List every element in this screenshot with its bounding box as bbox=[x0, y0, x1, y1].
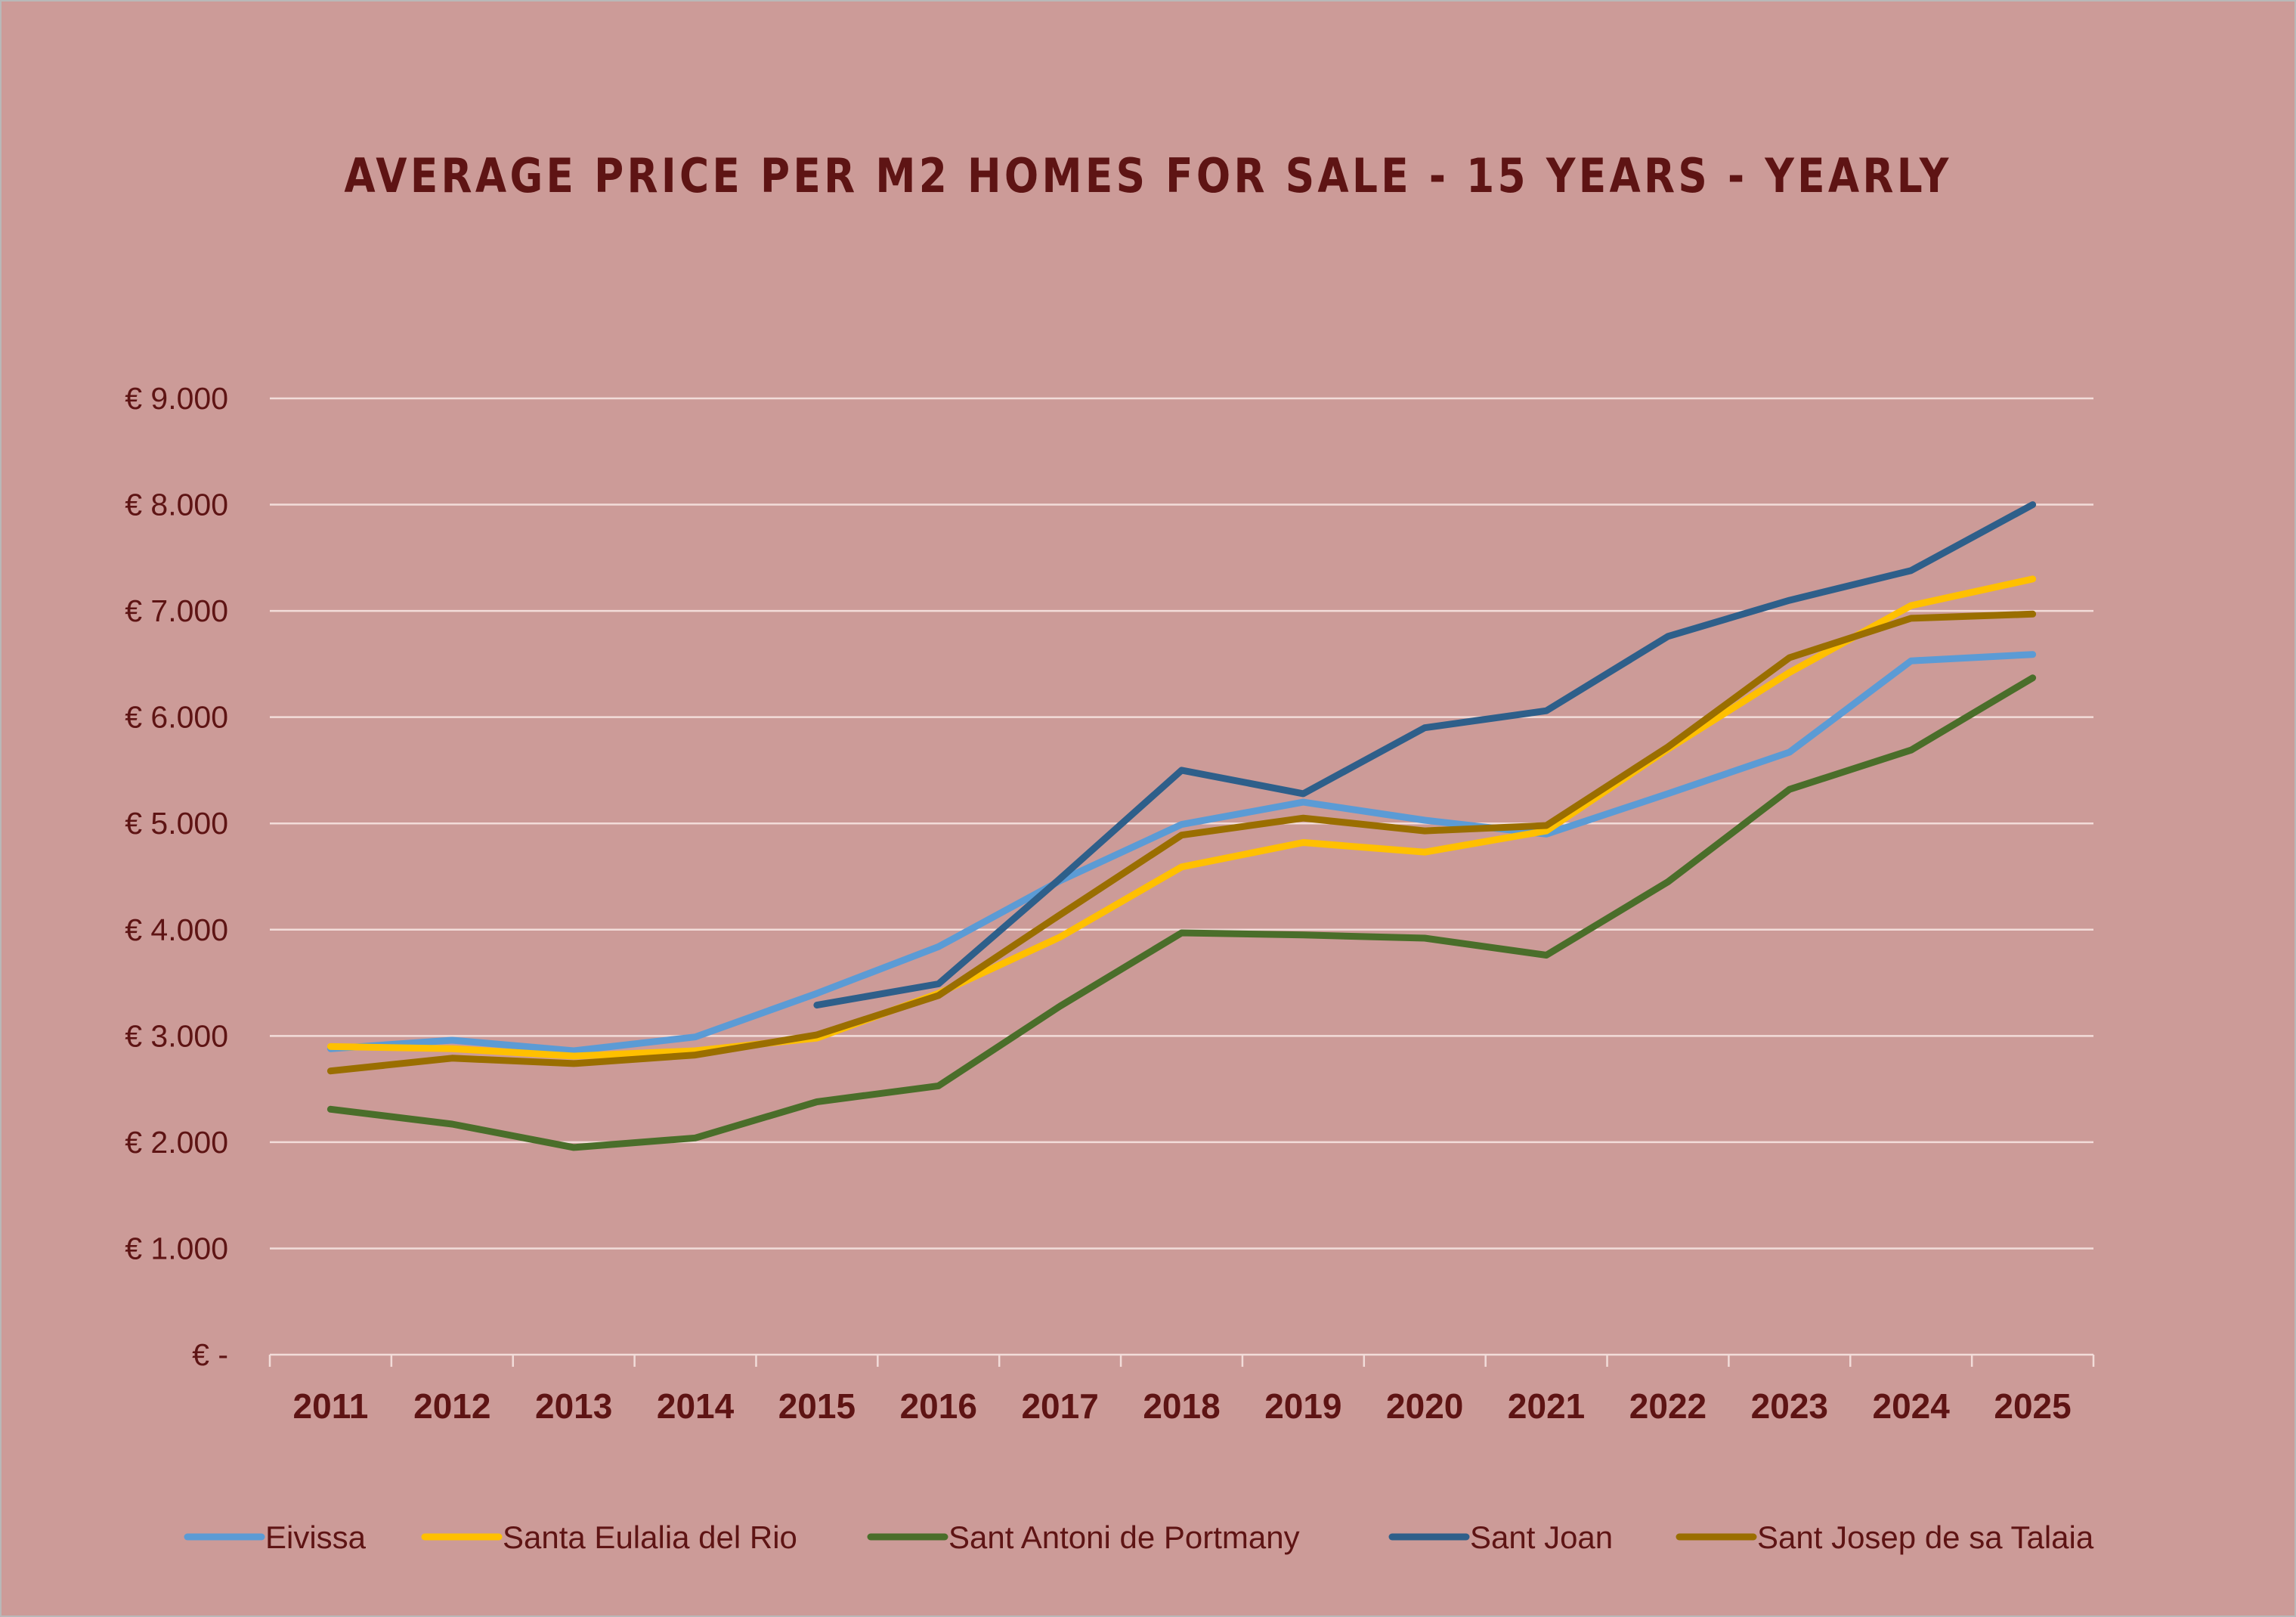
series-line-5 bbox=[326, 610, 2037, 1075]
x-tick-label: 2021 bbox=[1508, 1386, 1585, 1426]
x-tick-label: 2014 bbox=[657, 1386, 735, 1426]
y-tick-label: € - bbox=[192, 1337, 228, 1372]
y-tick-label: € 4.000 bbox=[125, 912, 228, 947]
legend-label: Sant Antoni de Portmany bbox=[948, 1519, 1300, 1555]
x-tick-label: 2011 bbox=[293, 1386, 369, 1426]
x-tick-label: 2018 bbox=[1143, 1386, 1220, 1426]
series-line-3 bbox=[326, 674, 2037, 1151]
y-tick-label: € 1.000 bbox=[125, 1231, 228, 1265]
x-tick-label: 2025 bbox=[1994, 1386, 2071, 1426]
x-tick-label: 2013 bbox=[535, 1386, 612, 1426]
x-tick-label: 2019 bbox=[1264, 1386, 1341, 1426]
series-line-2 bbox=[326, 575, 2037, 1060]
legend-label: Sant Josep de sa Talaia bbox=[1757, 1519, 2094, 1555]
x-tick-label: 2016 bbox=[900, 1386, 977, 1426]
y-tick-label: € 2.000 bbox=[125, 1125, 228, 1160]
y-tick-label: € 8.000 bbox=[125, 488, 228, 522]
y-tick-label: € 5.000 bbox=[125, 806, 228, 841]
x-tick-label: 2024 bbox=[1873, 1386, 1951, 1426]
x-tick-label: 2020 bbox=[1386, 1386, 1463, 1426]
y-tick-label: € 6.000 bbox=[125, 700, 228, 735]
y-tick-label: € 7.000 bbox=[125, 593, 228, 628]
y-tick-label: € 9.000 bbox=[125, 381, 228, 416]
series-line-1 bbox=[326, 651, 2037, 1055]
chart-title: AVERAGE PRICE PER M2 HOMES FOR SALE - 15… bbox=[344, 148, 1952, 203]
legend-label: Eivissa bbox=[265, 1519, 367, 1555]
series-line-4 bbox=[813, 501, 2037, 1009]
x-tick-label: 2022 bbox=[1629, 1386, 1707, 1426]
x-tick-label: 2017 bbox=[1021, 1386, 1098, 1426]
x-tick-label: 2015 bbox=[778, 1386, 856, 1426]
y-tick-label: € 3.000 bbox=[125, 1018, 228, 1053]
legend-label: Sant Joan bbox=[1470, 1519, 1613, 1555]
x-tick-label: 2023 bbox=[1751, 1386, 1828, 1426]
x-tick-label: 2012 bbox=[413, 1386, 490, 1426]
legend-label: Santa Eulalia del Rio bbox=[503, 1519, 797, 1555]
